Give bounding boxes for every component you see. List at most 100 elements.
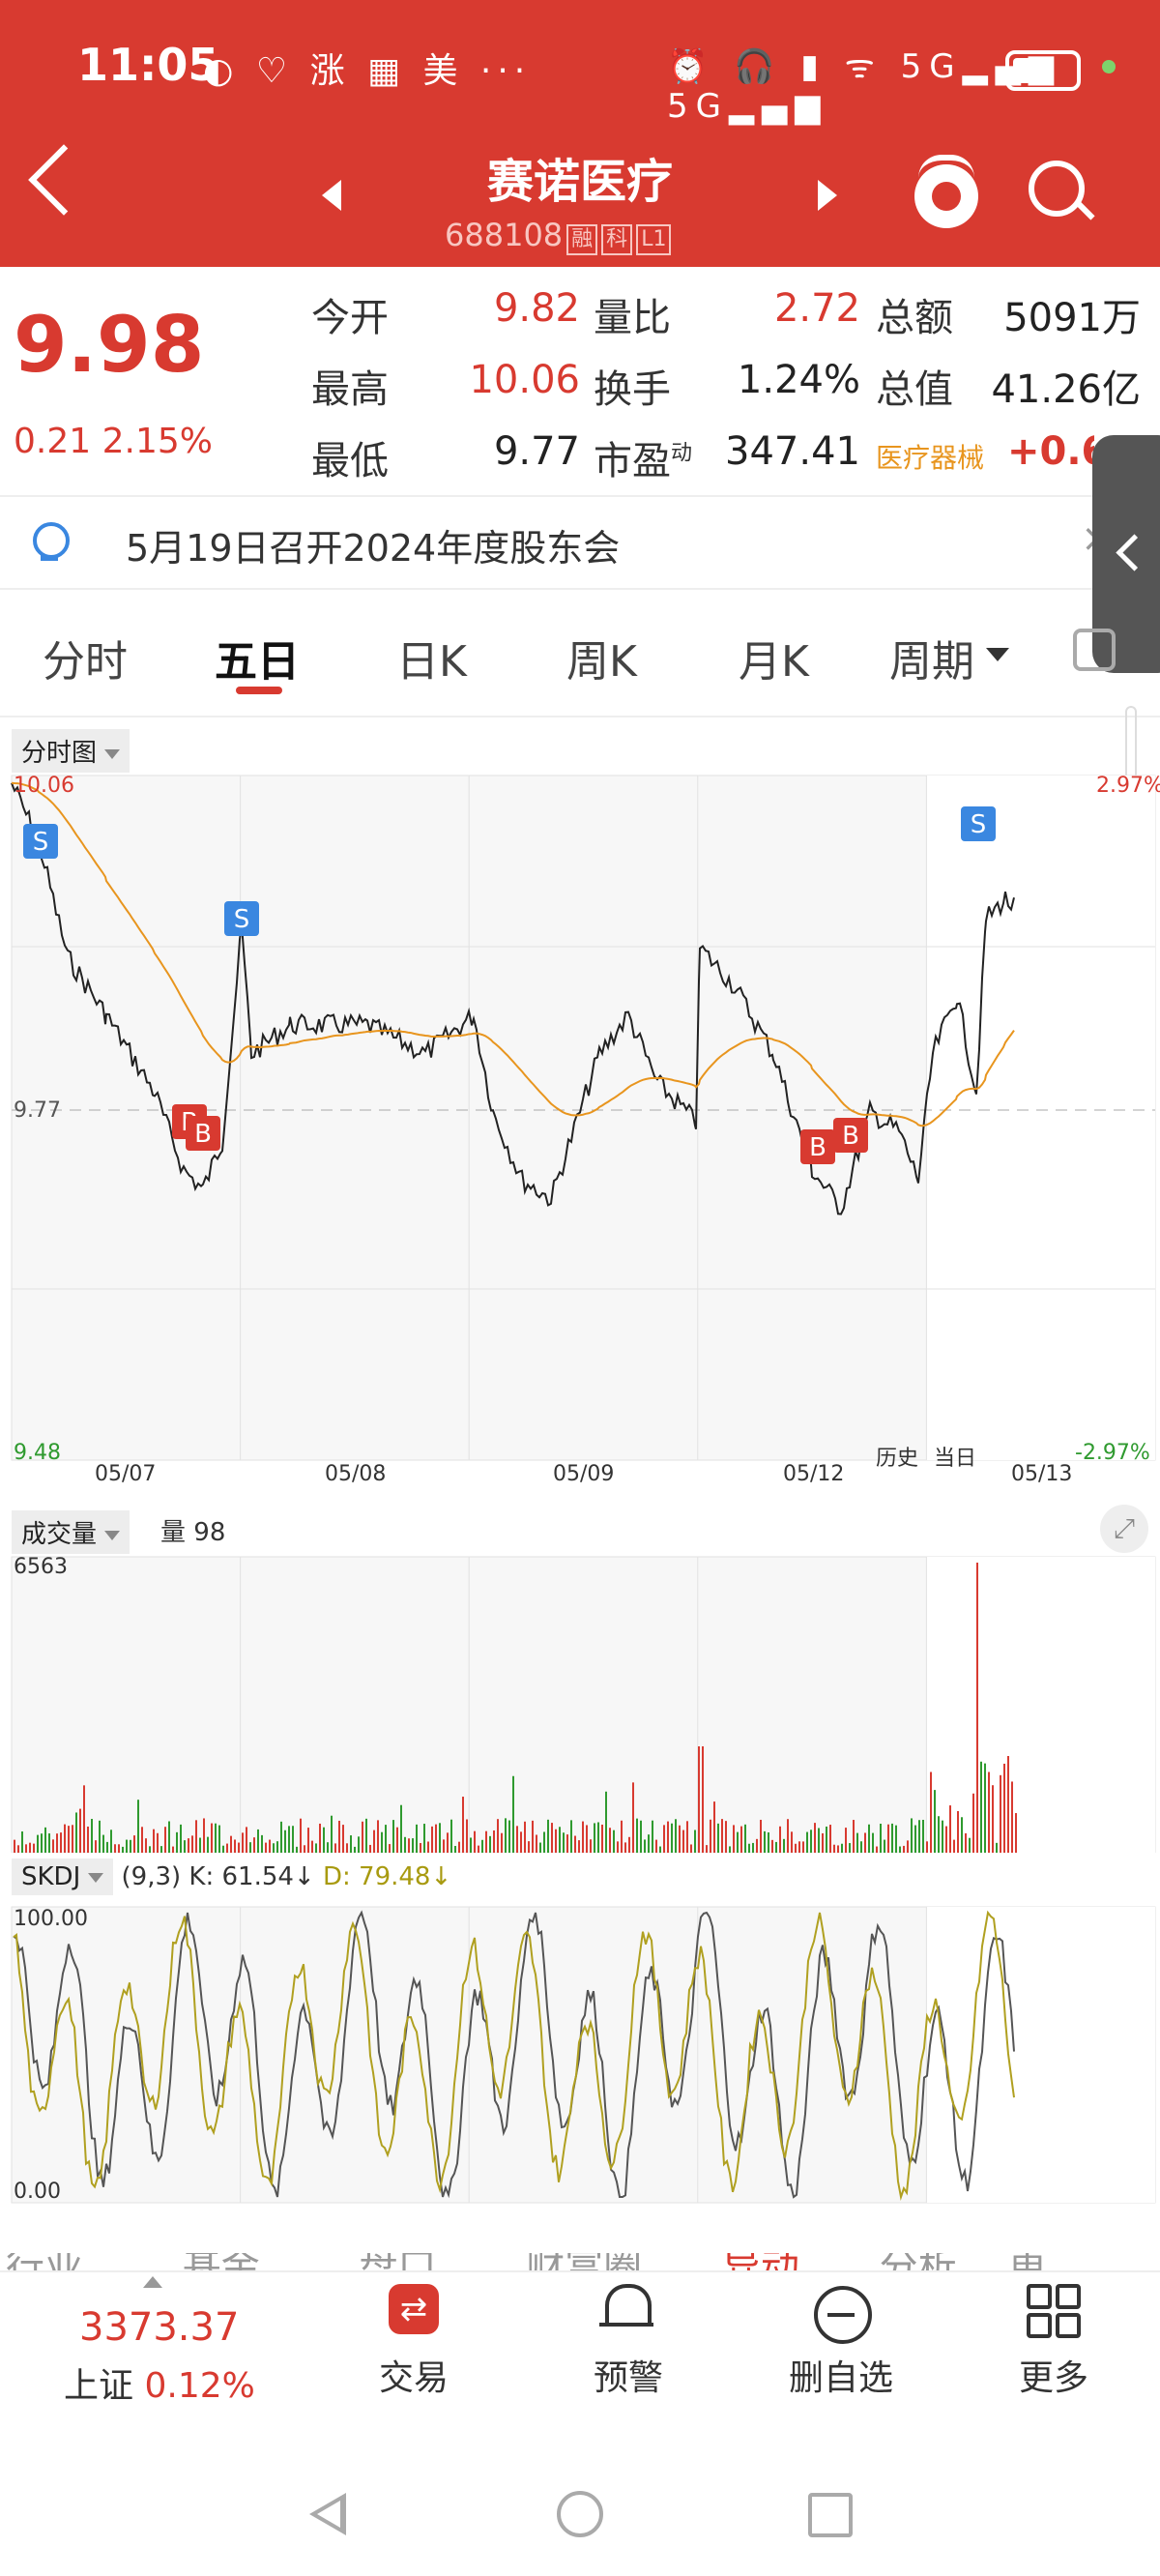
prev-stock-icon[interactable]	[322, 180, 341, 211]
volume-bar	[621, 1820, 623, 1853]
menu-fund[interactable]: 基金	[183, 2253, 260, 2270]
system-home-icon[interactable]	[557, 2491, 603, 2537]
volume-bar	[106, 1841, 108, 1853]
menu-orderbook[interactable]: 盘口	[359, 2253, 436, 2270]
volume-bar	[949, 1805, 951, 1853]
tab-weekly-k[interactable]: 周K	[566, 637, 637, 687]
volume-bar	[102, 1834, 104, 1853]
volume-bar	[659, 1846, 661, 1853]
nav-remove-watchlist[interactable]: 删自选	[788, 2358, 893, 2398]
label-market-cap: 总值	[876, 367, 953, 412]
back-icon[interactable]	[28, 144, 100, 216]
active-tab-indicator	[236, 687, 282, 694]
search-icon[interactable]	[1029, 161, 1085, 217]
bell-icon[interactable]	[605, 2284, 652, 2327]
volume-bar	[304, 1845, 305, 1853]
today-bg	[926, 776, 1155, 1460]
volume-bar	[957, 1810, 959, 1853]
volume-bar	[628, 1836, 630, 1853]
assistant-mascot-icon[interactable]	[914, 164, 978, 228]
triangle-up-icon	[143, 2276, 162, 2288]
tab-daily-k[interactable]: 日K	[396, 637, 467, 687]
volume-bar	[563, 1832, 565, 1853]
remove-watchlist-icon[interactable]	[814, 2286, 872, 2344]
volume-bar	[501, 1832, 503, 1853]
nav-trade[interactable]: 交易	[378, 2358, 449, 2398]
chart-type-selector[interactable]: 分时图	[12, 729, 130, 773]
volume-bar	[806, 1831, 808, 1853]
volume-bar	[450, 1819, 452, 1853]
volume-bar	[130, 1839, 131, 1853]
volume-bar	[760, 1819, 762, 1853]
menu-analysis[interactable]: 分析	[880, 2253, 957, 2270]
tab-five-day[interactable]: 五日	[215, 637, 300, 687]
tab-period[interactable]: 周期	[889, 637, 974, 687]
volume-bar	[44, 1827, 46, 1853]
price-chart[interactable]: SSBBBBS	[0, 764, 1160, 1499]
volume-bar	[79, 1808, 81, 1853]
expand-icon[interactable]: ⤢	[1100, 1505, 1148, 1553]
notice-text[interactable]: 5月19日召开2024年度股东会	[126, 527, 621, 570]
industry-link[interactable]: 医疗器械	[876, 442, 985, 474]
volume-bar	[698, 1746, 700, 1853]
volume-bar	[110, 1830, 112, 1853]
skdj-selector[interactable]: SKDJ	[12, 1859, 114, 1895]
change-amount: 0.21	[14, 422, 92, 461]
grid-icon[interactable]	[1027, 2284, 1052, 2309]
menu-alerts[interactable]: 异动	[722, 2253, 799, 2270]
volume-bar	[133, 1835, 135, 1853]
volume-bar	[729, 1846, 731, 1853]
volume-bar	[756, 1838, 758, 1853]
volume-bar	[400, 1804, 402, 1853]
tab-intraday[interactable]: 分时	[43, 637, 128, 687]
volume-bar	[261, 1834, 263, 1853]
volume-bar	[876, 1846, 878, 1853]
index-value[interactable]: 3373.37	[79, 2305, 240, 2350]
volume-bar	[512, 1775, 514, 1853]
settings-hex-icon[interactable]	[1073, 629, 1116, 671]
volume-bar	[775, 1841, 777, 1853]
volume-bar	[242, 1832, 244, 1853]
lightbulb-base	[41, 555, 58, 561]
volume-bar	[137, 1800, 139, 1853]
volume-bar	[640, 1820, 642, 1853]
trade-marker-label: S	[971, 810, 987, 839]
chevron-down-icon	[986, 648, 1009, 661]
volume-bar	[365, 1818, 367, 1853]
volume-bar	[385, 1825, 387, 1853]
menu-more[interactable]: 更	[1007, 2253, 1046, 2270]
volume-bar	[87, 1826, 89, 1853]
volume-bar	[822, 1832, 824, 1853]
menu-industry[interactable]: 行业	[6, 2253, 83, 2270]
trade-marker	[800, 1129, 835, 1164]
menu-wealth[interactable]: 财富圈	[526, 2253, 642, 2270]
volume-bar	[145, 1838, 147, 1853]
notice-bar[interactable]	[0, 495, 1160, 590]
volume-bar	[354, 1846, 356, 1853]
trade-icon[interactable]: ⇄	[389, 2284, 439, 2334]
volume-selector[interactable]: 成交量	[12, 1510, 130, 1554]
volume-bar	[853, 1820, 855, 1853]
volume-bar	[930, 1771, 932, 1853]
nav-alert[interactable]: 预警	[593, 2358, 663, 2398]
volume-bar	[292, 1826, 294, 1853]
volume-bar	[686, 1821, 688, 1853]
volume-bar	[717, 1823, 719, 1853]
index-row[interactable]: 上证 0.12%	[64, 2357, 255, 2408]
volume-bar	[617, 1841, 619, 1853]
volume-bar	[443, 1839, 445, 1853]
price-mid-label: 9.77	[14, 1098, 61, 1123]
next-stock-icon[interactable]	[818, 180, 837, 211]
volume-bar	[555, 1829, 557, 1853]
volume-bar	[636, 1818, 638, 1853]
volume-value: 98	[193, 1518, 226, 1547]
label-open: 今开	[311, 296, 389, 340]
volume-bar	[72, 1825, 73, 1853]
volume-bar	[505, 1818, 507, 1853]
volume-bar	[160, 1846, 162, 1853]
nav-more[interactable]: 更多	[1018, 2358, 1088, 2398]
side-drawer-handle[interactable]	[1092, 435, 1160, 673]
system-recents-icon[interactable]	[808, 2493, 853, 2537]
volume-label: 量	[160, 1518, 187, 1547]
tab-monthly-k[interactable]: 月K	[739, 637, 809, 687]
